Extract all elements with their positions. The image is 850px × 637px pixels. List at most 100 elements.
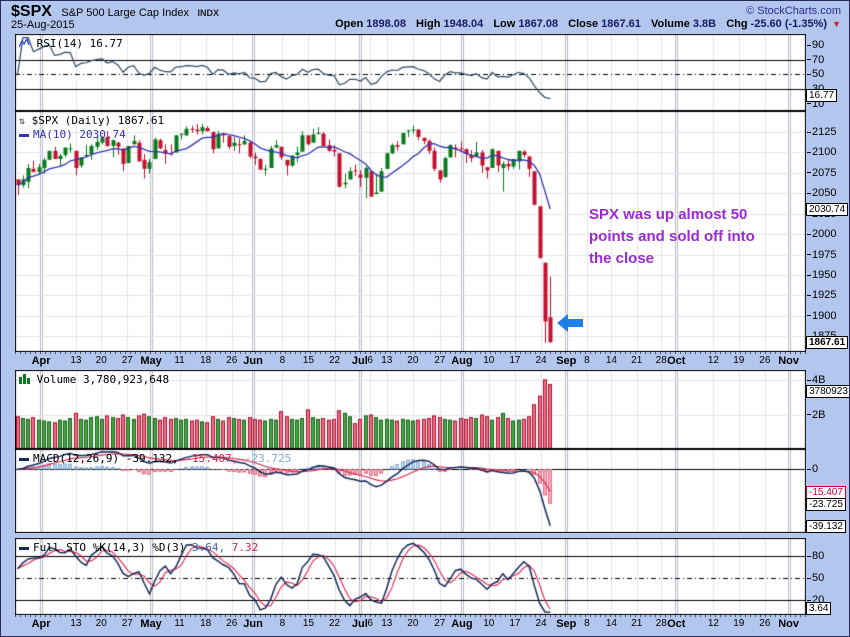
x-axis-date-label: Nov [778, 355, 799, 367]
chart-header: $SPX S&P 500 Large Cap Index INDX © Stoc… [1, 1, 849, 34]
x-axis-date-label: Jul [351, 618, 368, 630]
ticker-symbol: $SPX [11, 3, 52, 20]
x-axis-date-label: Oct [667, 355, 686, 367]
rsi-legend-text: RSI(14) 16.77 [36, 37, 123, 50]
x-axis-date-label: 10 [483, 355, 495, 366]
symbol-row: $SPX S&P 500 Large Cap Index INDX [11, 3, 219, 21]
sto-line-icon [19, 546, 29, 550]
x-axis-date-label: 26 [759, 618, 771, 629]
annotation-text: SPX was up almost 50 points and sold off… [589, 204, 829, 270]
x-axis-date-label: 13 [381, 355, 393, 366]
macd-value: -39.132, [125, 452, 179, 465]
y-axis-tick-label: 4B [807, 374, 825, 386]
macd-line-icon [19, 457, 29, 461]
x-axis-date-label: 18 [200, 355, 212, 366]
quote-summary: Open 1898.08 High 1948.04 Low 1867.08 Close… [328, 18, 841, 30]
x-axis-date-label: May [140, 355, 162, 367]
x-axis-date-label: 21 [631, 618, 643, 629]
y-axis-tick-label: 50 [807, 572, 824, 584]
ticker-name: S&P 500 Large Cap Index [61, 7, 189, 19]
rsi-value-callout: 16.77 [806, 89, 838, 102]
x-axis-date-label: 14 [605, 355, 617, 366]
x-axis-date-label: 13 [70, 618, 82, 629]
x-axis-date-label: 17 [509, 355, 521, 366]
x-axis-date-label: 26 [759, 355, 771, 366]
x-axis-date-label: 26 [226, 355, 238, 366]
x-axis-date-label: Sep [556, 618, 577, 630]
x-axis-date-label: 11 [174, 618, 185, 629]
x-axis-date-label: 6 [367, 618, 373, 629]
annotation-line: SPX was up almost 50 [589, 206, 748, 223]
y-axis-tick-label: 2100 [807, 146, 836, 158]
open-label: Open [335, 18, 364, 30]
ma-legend-text: MA(10) 2030.74 [33, 128, 126, 141]
close-value: 1867.61 [601, 18, 641, 30]
x-axis-date-label: 11 [174, 355, 185, 366]
y-axis-tick-label: 2125 [807, 126, 836, 138]
chart-date: 25-Aug-2015 [11, 19, 75, 31]
x-axis-date-label: 12 [707, 355, 719, 366]
rsi-panel-canvas [15, 34, 806, 111]
low-value: 1867.08 [518, 18, 559, 30]
price-legend-text: $SPX (Daily) 1867.61 [31, 114, 165, 127]
open-value: 1898.08 [366, 18, 406, 30]
y-axis-tick-label: 2B [807, 409, 825, 421]
x-axis-date-label: 22 [329, 618, 341, 629]
close-label: Close [568, 18, 599, 30]
close-price-callout: 1867.61 [806, 336, 849, 349]
x-axis-date-label: 8 [279, 618, 286, 629]
x-axis-date-label: 28 [655, 618, 667, 629]
volume-legend: Volume 3,780,923,648 [19, 373, 169, 386]
stockcharts-copyright-link[interactable]: © StockCharts.com [746, 5, 841, 17]
change-down-triangle-icon: ▼ [832, 19, 841, 29]
x-axis-date-label: 22 [329, 355, 341, 366]
volume-value-callout: 3780923 [806, 385, 849, 398]
x-axis-date-label: 15 [302, 355, 315, 366]
annotation-line: the close [589, 250, 655, 267]
sto-d-value: 7.32 [225, 541, 259, 554]
x-axis-date-label: 27 [121, 355, 133, 366]
macd-legend-name: MACD(12,26,9) [33, 452, 120, 465]
x-axis-date-label: Jun [243, 618, 263, 630]
x-axis-date-label: Sep [556, 355, 577, 367]
x-axis-date-label: 24 [535, 355, 547, 366]
macd-legend: MACD(12,26,9) -39.132, -15.407, -23.725 [19, 452, 291, 465]
x-axis-date-label: Aug [451, 355, 473, 367]
low-label: Low [493, 18, 516, 30]
rsi-icon [18, 37, 30, 48]
y-axis-tick-label: 1925 [807, 289, 836, 301]
macd-hist-callout: -23.725 [806, 498, 846, 511]
stochastic-value-callout: 3.64 [806, 602, 832, 615]
x-axis-date-label: 10 [483, 618, 495, 629]
x-axis-date-label: 28 [655, 355, 667, 366]
x-axis-date-label: 15 [302, 618, 315, 629]
x-axis-date-label: 8 [279, 355, 286, 366]
y-axis-tick-label: 0 [807, 463, 818, 475]
volume-panel-canvas [15, 370, 806, 449]
x-axis-date-label: 19 [733, 355, 745, 366]
y-axis-tick-label: 2050 [807, 187, 836, 199]
macd-signal-value: -15.407, [178, 452, 239, 465]
x-axis-date-label: 12 [707, 618, 719, 629]
volume-legend-text: Volume 3,780,923,648 [36, 373, 170, 386]
x-axis-date-label: 21 [631, 355, 643, 366]
ticker-exchange: INDX [197, 8, 219, 18]
x-axis-date-label: 27 [434, 355, 446, 366]
x-axis-date-label: May [140, 618, 162, 630]
sto-k-value: 3.64, [191, 541, 226, 554]
price-panel-canvas [15, 111, 806, 352]
x-axis-date-label: 6 [367, 355, 373, 366]
y-axis-tick-label: 1900 [807, 310, 836, 322]
x-axis-date-label: Jun [243, 355, 263, 367]
y-axis-tick-label: 50 [807, 68, 824, 80]
high-label: High [416, 18, 441, 30]
high-value: 1948.04 [443, 18, 484, 30]
x-axis-date-label: 20 [95, 618, 107, 629]
volume-value: 3.8B [692, 18, 717, 30]
x-axis-date-label: 27 [121, 618, 133, 629]
stochastic-panel-canvas [15, 538, 806, 615]
ma-legend: MA(10) 2030.74 [19, 128, 126, 141]
x-axis-date-label: 13 [70, 355, 82, 366]
x-axis-date-label: 18 [200, 618, 212, 629]
